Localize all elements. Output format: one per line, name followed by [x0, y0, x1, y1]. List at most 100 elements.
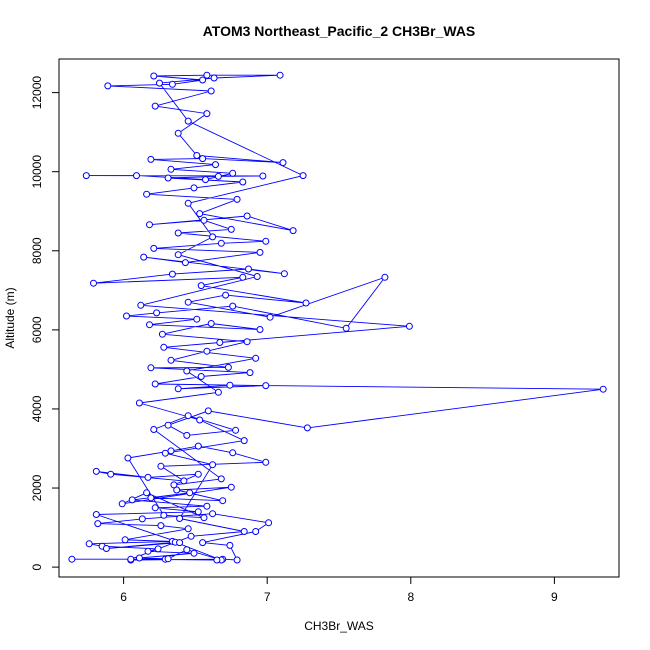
data-point [279, 159, 287, 167]
data-point [94, 520, 102, 528]
data-point [240, 528, 248, 535]
x-axis-label: CH3Br_WAS [304, 619, 374, 633]
data-point [239, 273, 247, 281]
data-point [199, 155, 207, 163]
plot-frame [58, 58, 620, 578]
data-point [246, 369, 254, 377]
data-point [194, 508, 202, 516]
data-point [256, 326, 264, 333]
data-point [209, 510, 217, 518]
data-point [262, 237, 270, 245]
data-point [203, 71, 211, 79]
data-point [253, 273, 261, 280]
data-point [193, 152, 201, 159]
data-point [245, 265, 252, 273]
data-point [227, 225, 235, 233]
x-tick-label: 7 [264, 590, 271, 604]
data-point [183, 546, 191, 554]
data-point [173, 486, 181, 494]
data-point [302, 299, 310, 307]
data-point [118, 500, 126, 508]
data-point [243, 338, 251, 346]
data-point [229, 449, 237, 457]
y-tick-label: 2000 [30, 474, 44, 501]
data-point [280, 270, 288, 278]
data-point [135, 554, 143, 562]
data-point [184, 298, 192, 306]
y-axis: 0 2000 4000 6000 8000 10000 12000 [30, 76, 60, 570]
data-point [161, 449, 169, 457]
data-point [229, 169, 237, 177]
data-point [154, 545, 162, 553]
data-point [203, 347, 211, 355]
data-point [200, 514, 208, 522]
data-point [153, 309, 161, 317]
data-point [227, 483, 235, 491]
data-point [243, 212, 251, 220]
data-point [196, 210, 204, 218]
data-point [82, 172, 90, 180]
data-point [217, 475, 225, 483]
data-point [240, 437, 248, 445]
y-tick-label: 0 [30, 563, 44, 570]
data-point [289, 227, 297, 235]
chart-title: ATOM3 Northeast_Pacific_2 CH3Br_WAS [203, 23, 476, 39]
data-point [599, 385, 607, 393]
data-point [144, 547, 152, 555]
series-layer [68, 71, 607, 564]
data-point [226, 381, 234, 389]
data-point [222, 291, 230, 299]
data-point [121, 536, 129, 544]
data-point [174, 129, 182, 137]
data-point [147, 494, 155, 502]
data-point [252, 528, 260, 535]
data-point [184, 525, 192, 533]
data-point [210, 74, 218, 82]
data-point [85, 540, 93, 548]
data-point [213, 556, 221, 564]
data-point [138, 515, 146, 523]
data-point [204, 407, 212, 415]
data-point [194, 470, 202, 478]
data-point [266, 313, 274, 321]
data-point [137, 301, 145, 309]
data-point [90, 279, 97, 287]
data-point [187, 532, 195, 540]
data-point [151, 380, 159, 388]
data-point [167, 165, 175, 173]
data-point [174, 385, 182, 393]
data-point [164, 555, 172, 563]
data-point [157, 462, 165, 470]
data-point [199, 539, 207, 547]
data-point [303, 424, 311, 432]
data-point [68, 555, 76, 563]
data-point [203, 110, 211, 118]
data-point [164, 174, 172, 182]
data-point [212, 161, 219, 169]
data-point [232, 426, 240, 434]
data-point [167, 447, 175, 455]
data-point [252, 354, 260, 362]
data-point [164, 421, 172, 429]
data-point [143, 190, 151, 198]
data-point [151, 504, 159, 512]
data-point [209, 233, 217, 241]
data-point [174, 229, 182, 237]
y-tick-label: 10000 [30, 155, 44, 189]
data-point [174, 251, 182, 259]
data-point [143, 489, 151, 497]
y-axis-label: Altitude (m) [3, 287, 17, 348]
data-point [381, 273, 389, 281]
data-point [92, 511, 100, 518]
data-point [147, 364, 155, 372]
data-point [127, 555, 135, 563]
data-point [405, 322, 413, 330]
data-point [104, 82, 112, 90]
data-point [239, 178, 247, 186]
data-point [150, 72, 158, 80]
data-point [181, 259, 189, 267]
data-point [342, 324, 350, 332]
data-point [183, 431, 191, 439]
y-tick-label: 12000 [30, 76, 44, 110]
data-point [214, 388, 222, 396]
